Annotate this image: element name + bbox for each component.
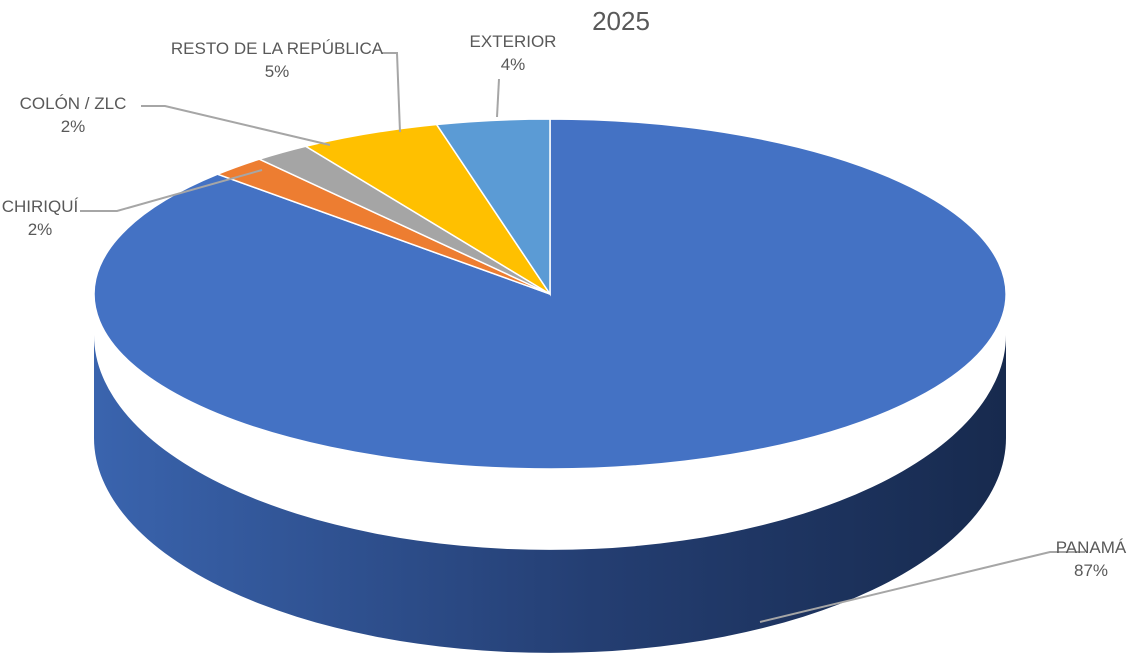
slice-value-exterior: 4%	[501, 55, 526, 74]
leader-line-colo-n-zlc	[141, 105, 331, 146]
slice-label-resto-de-la-repu-blica: RESTO DE LA REPÚBLICA	[171, 39, 384, 58]
chart-title: 2025	[592, 6, 650, 36]
slice-label-exterior: EXTERIOR	[470, 32, 557, 51]
leader-line-exterior	[496, 78, 500, 118]
slice-label-panama: PANAMÁ	[1056, 538, 1127, 557]
leader-line-resto-de-la-repu-blica	[382, 52, 401, 133]
slice-value-resto-de-la-repu-blica: 5%	[265, 62, 290, 81]
pie-slice-exterior	[435, 118, 551, 297]
pie-side-wall	[94, 335, 1006, 653]
slice-value-chiriqui: 2%	[28, 220, 53, 239]
leader-line-chiriqui	[80, 169, 263, 212]
leader-line-panama	[759, 551, 1085, 623]
slice-label-colo-n-zlc: COLÓN / ZLC	[20, 94, 127, 113]
slice-label-chiriqui: CHIRIQUÍ	[2, 197, 79, 216]
pie-slice-resto-de-la-repu-blica	[303, 123, 551, 295]
slice-value-colo-n-zlc: 2%	[61, 117, 86, 136]
slice-value-panama: 87%	[1074, 561, 1108, 580]
